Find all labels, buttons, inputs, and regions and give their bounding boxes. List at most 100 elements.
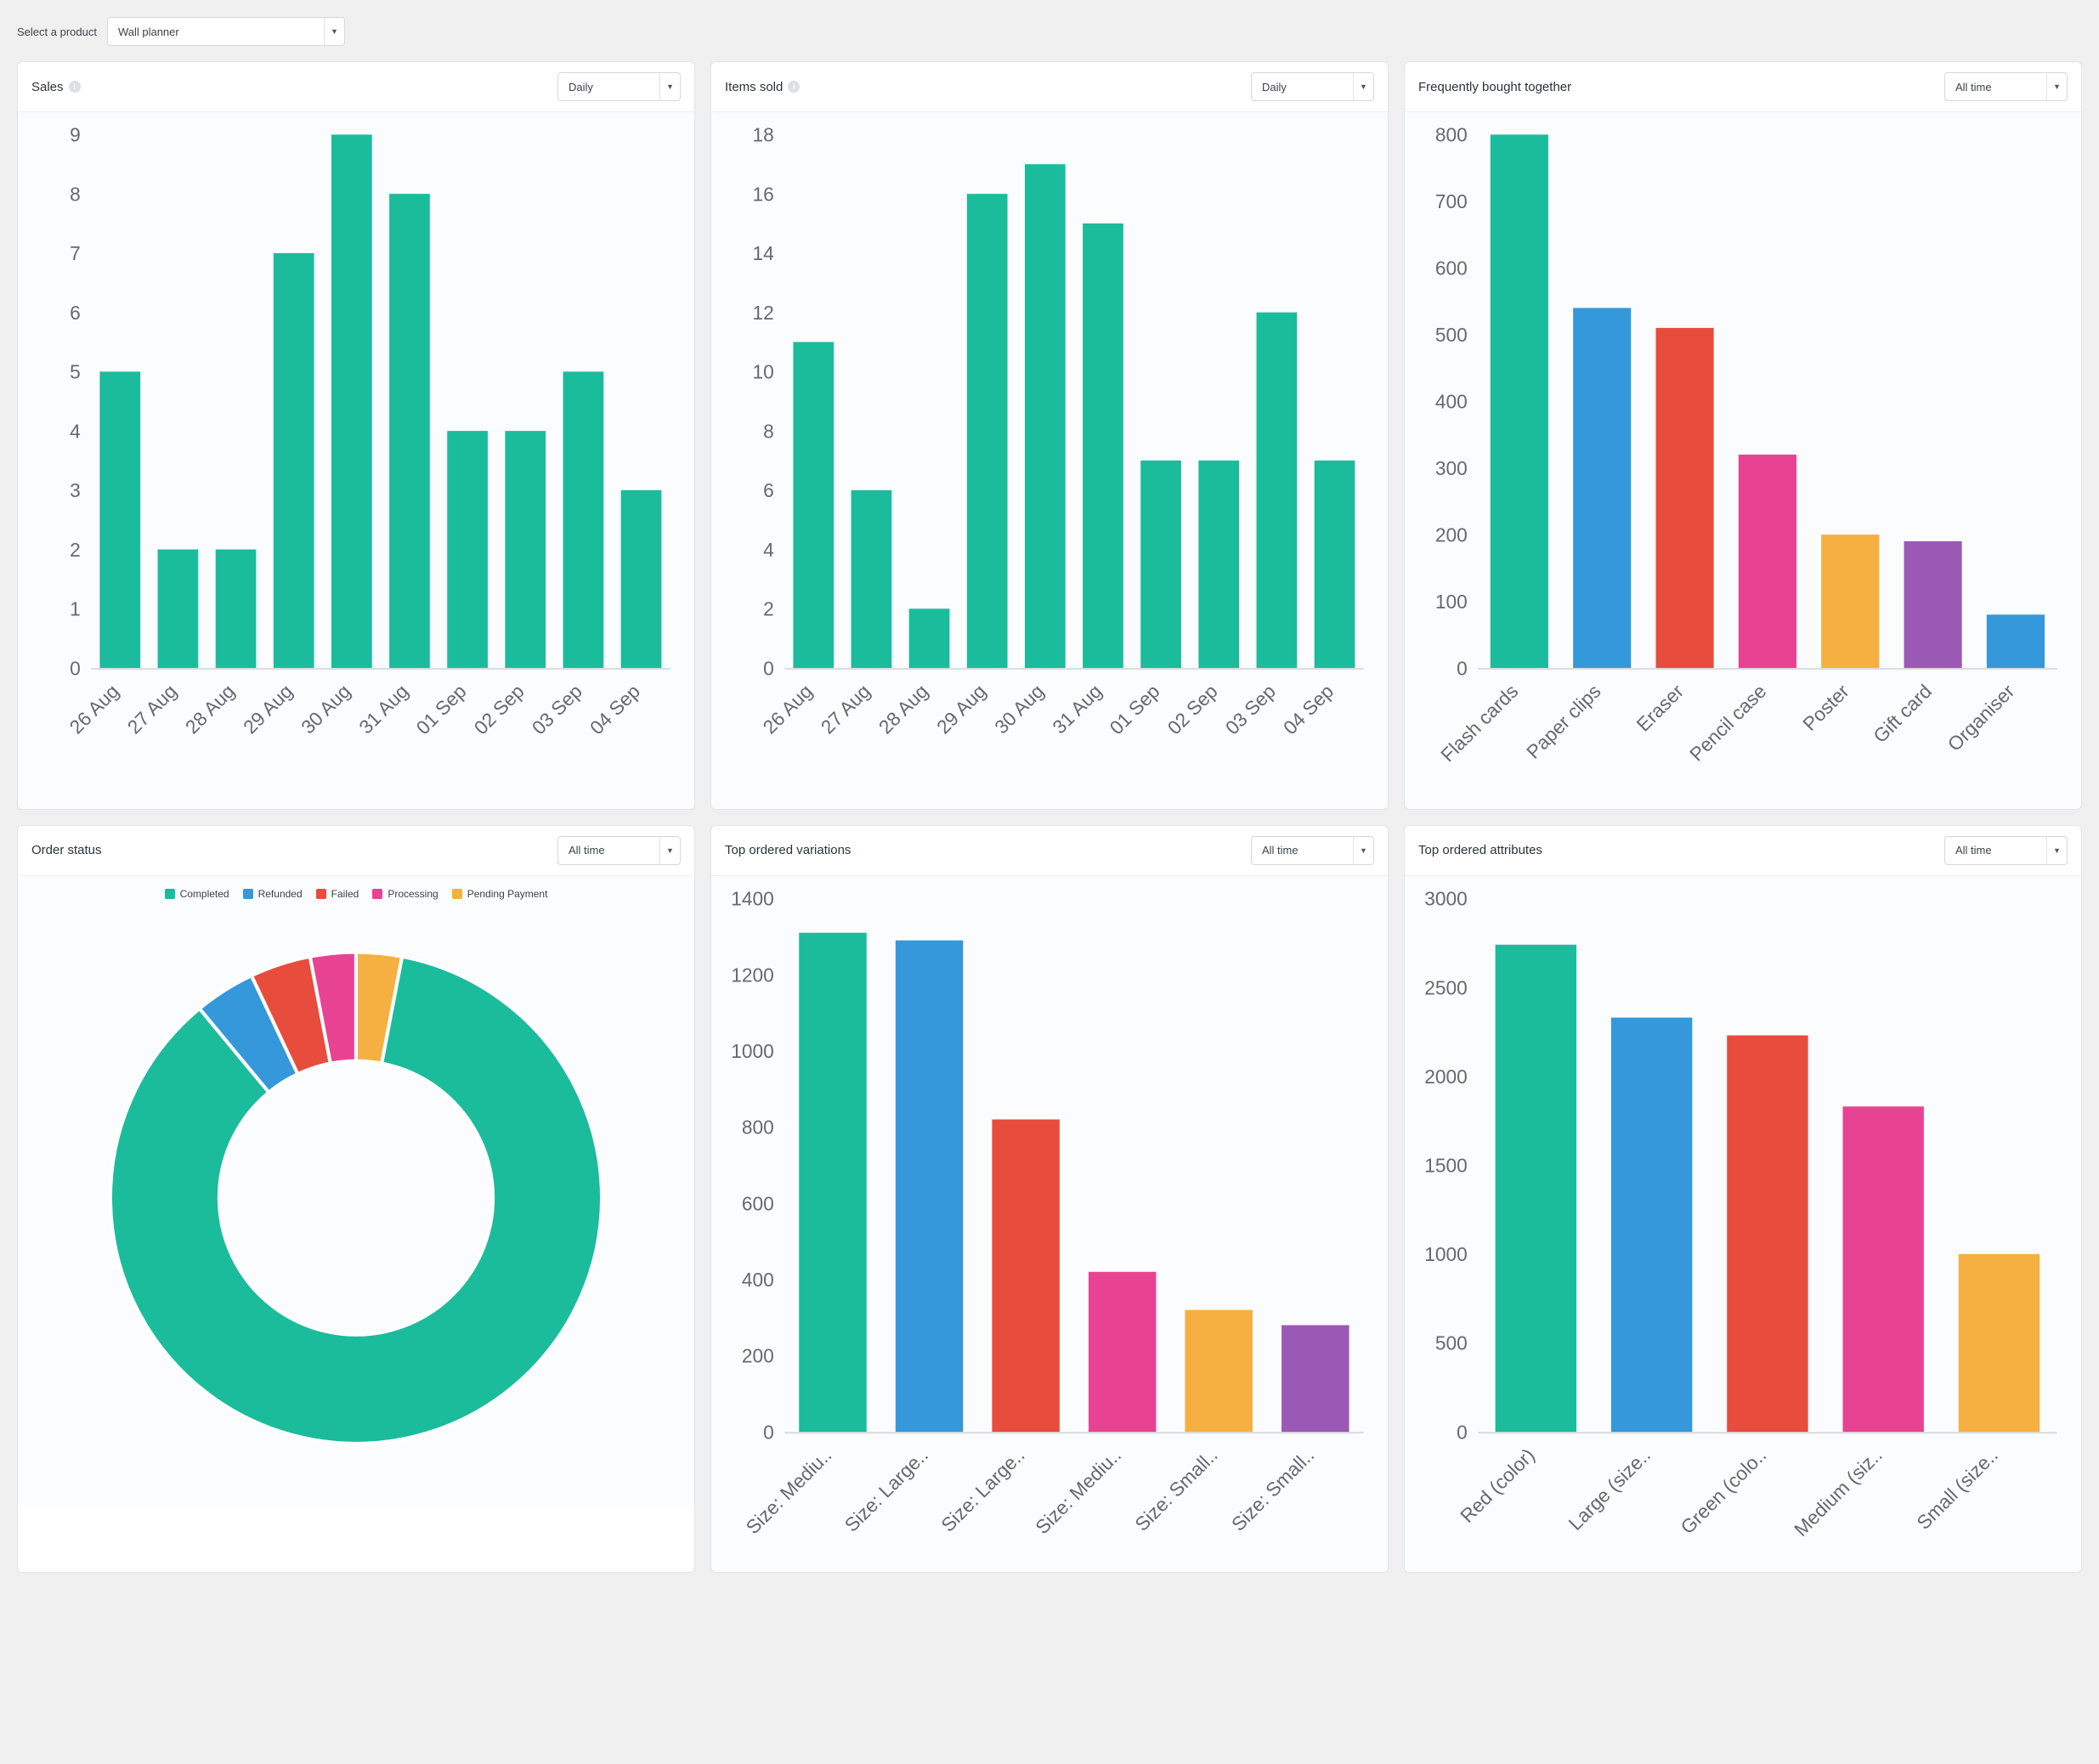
y-tick-label: 0 [763,657,774,679]
bar[interactable] [1089,1271,1156,1431]
bar[interactable] [967,194,1008,668]
legend-item[interactable]: Failed [316,888,359,900]
card-title: Frequently bought together [1418,80,1571,94]
y-tick-label: 1000 [1424,1243,1468,1265]
y-tick-label: 1200 [731,964,774,986]
x-tick-label: Size: Small.. [1227,1444,1319,1535]
x-tick-label: Small (size.. [1912,1444,2002,1534]
x-tick-label: 30 Aug [297,680,354,738]
bar[interactable] [1959,1254,2040,1432]
sales-card: Sales i Daily ▼ 012345678926 Aug27 Aug28… [17,61,695,810]
x-tick-label: 29 Aug [932,680,990,738]
bar[interactable] [505,431,546,668]
bar[interactable] [621,490,662,668]
card-body: 0100200300400500600700800Flash cardsPape… [1405,112,2081,809]
card-title-text: Frequently bought together [1418,80,1571,94]
sales-period-select[interactable]: Daily ▼ [557,72,681,101]
bar[interactable] [1491,134,1548,668]
bar[interactable] [1904,541,1962,668]
card-title: Sales i [31,80,81,94]
x-tick-label: Green (colo.. [1676,1444,1770,1538]
legend-item[interactable]: Processing [372,888,438,900]
bar[interactable] [1655,328,1713,668]
bar[interactable] [1611,1017,1692,1432]
freq-bought-card: Frequently bought together All time ▼ 01… [1404,61,2082,810]
bar[interactable] [1496,944,1576,1431]
card-title: Items sold i [725,80,800,94]
bar[interactable] [1842,1106,1923,1432]
top-variations-card: Top ordered variations All time ▼ 020040… [710,825,1389,1574]
x-tick-label: 31 Aug [1048,680,1106,738]
bar[interactable] [909,608,950,668]
card-title-text: Top ordered variations [725,843,851,857]
x-tick-label: 03 Sep [1221,680,1280,738]
x-tick-label: 27 Aug [817,680,874,738]
y-tick-label: 600 [1435,257,1468,280]
legend-item[interactable]: Refunded [243,888,303,900]
bar[interactable] [1083,223,1123,668]
y-tick-label: 1500 [1424,1154,1468,1176]
bar[interactable] [992,1119,1059,1432]
bar[interactable] [447,431,488,668]
bar[interactable] [1315,461,1355,668]
top-variations-period-select[interactable]: All time ▼ [1251,836,1374,865]
bar[interactable] [1185,1309,1253,1431]
bar[interactable] [99,371,140,668]
product-selector-label: Select a product [17,25,97,38]
x-tick-label: Size: Mediu.. [741,1444,835,1538]
x-tick-label: 04 Sep [1279,680,1338,738]
bar[interactable] [1198,461,1239,668]
y-tick-label: 7 [70,242,81,264]
bar[interactable] [1257,313,1298,668]
order-status-period-select[interactable]: All time ▼ [557,836,681,865]
y-tick-label: 300 [1435,457,1468,479]
bar[interactable] [389,194,430,668]
bar[interactable] [563,371,604,668]
info-icon[interactable]: i [69,81,81,93]
chevron-down-icon: ▼ [2046,73,2067,100]
card-title: Order status [31,843,102,857]
select-value: All time [1945,837,2046,864]
y-tick-label: 2000 [1424,1066,1468,1088]
legend-item[interactable]: Completed [165,888,229,900]
bar[interactable] [1140,461,1181,668]
x-tick-label: Gift card [1869,680,1936,747]
chevron-down-icon: ▼ [659,837,680,864]
top-variations-bar-chart: 0200400600800100012001400Size: Mediu..Si… [725,888,1374,1555]
x-tick-label: 31 Aug [354,680,412,738]
freq-bought-period-select[interactable]: All time ▼ [1944,72,2068,101]
select-value: Daily [558,73,659,100]
y-tick-label: 100 [1435,591,1468,613]
items-sold-period-select[interactable]: Daily ▼ [1251,72,1374,101]
top-attributes-period-select[interactable]: All time ▼ [1944,836,2068,865]
bar[interactable] [799,932,866,1431]
bar[interactable] [1987,614,2045,668]
x-tick-label: 04 Sep [586,680,644,738]
bar[interactable] [1727,1035,1808,1432]
order-status-card: Order status All time ▼ Completed Refunde… [17,825,695,1574]
product-select[interactable]: Wall planner ▼ [107,17,345,46]
bar[interactable] [851,490,892,668]
bar[interactable] [793,342,834,668]
bar[interactable] [1025,164,1066,668]
bar[interactable] [274,253,314,668]
bar[interactable] [896,940,963,1431]
legend-label: Processing [388,888,438,900]
bar[interactable] [1573,308,1631,668]
y-tick-label: 18 [753,124,774,146]
bar[interactable] [1739,455,1796,668]
top-attributes-bar-chart: 050010001500200025003000Red (color)Large… [1418,888,2068,1555]
x-tick-label: Size: Large.. [936,1444,1029,1536]
legend-item[interactable]: Pending Payment [452,888,548,900]
bar[interactable] [158,550,199,668]
bar[interactable] [331,134,372,668]
dashboard-grid: Sales i Daily ▼ 012345678926 Aug27 Aug28… [17,61,2082,1573]
x-tick-label: Red (color) [1456,1444,1539,1527]
info-icon[interactable]: i [788,81,800,93]
card-header: Sales i Daily ▼ [18,62,694,112]
bar[interactable] [1821,534,1879,668]
bar[interactable] [216,550,257,668]
bar[interactable] [1281,1325,1349,1432]
y-tick-label: 800 [742,1116,774,1138]
order-status-legend: Completed Refunded Failed Processing Pending… [31,888,681,900]
